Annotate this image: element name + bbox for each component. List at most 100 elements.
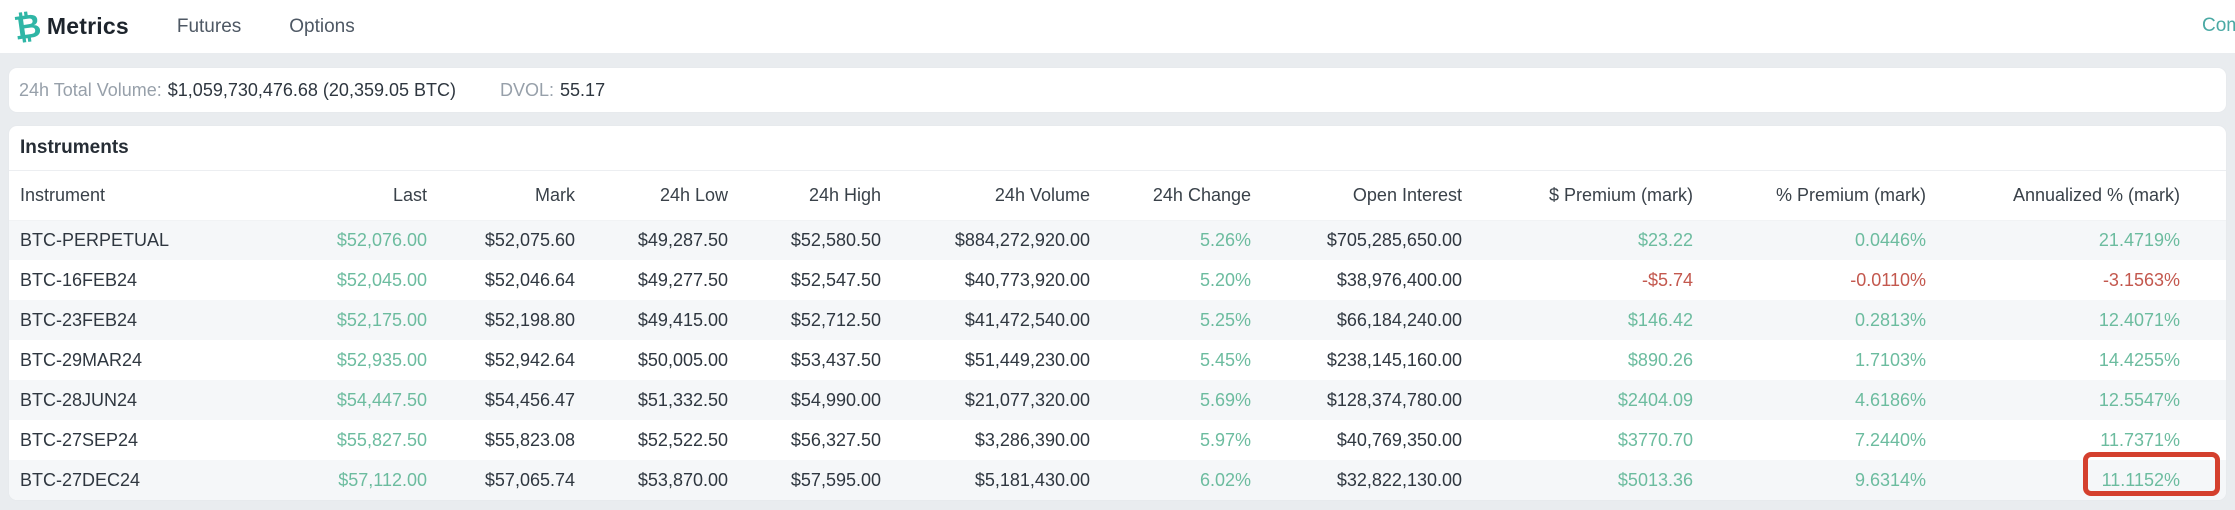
- cell-last: $55,827.50: [336, 429, 427, 450]
- cell-open-interest: $40,769,350.00: [1336, 429, 1462, 450]
- cell-premium-usd: $3770.70: [1617, 429, 1693, 450]
- column-header-volume: 24h Volume: [881, 171, 1090, 221]
- column-header-premium-pct: % Premium (mark): [1693, 171, 1926, 221]
- cell-instrument: BTC-28JUN24: [20, 389, 138, 410]
- cell-mark: $57,065.74: [484, 469, 575, 490]
- cell-premium-usd: $5013.36: [1617, 469, 1693, 490]
- column-header-change: 24h Change: [1090, 171, 1251, 221]
- cell-last: $52,935.00: [336, 349, 427, 370]
- table-row: BTC-29MAR24 $52,935.00 $52,942.64 $50,005.0…: [9, 340, 2226, 380]
- cell-open-interest: $38,976,400.00: [1336, 269, 1462, 290]
- cell-last: $54,447.50: [336, 389, 427, 410]
- cell-last: $57,112.00: [338, 469, 427, 490]
- cell-last: $52,045.00: [336, 269, 427, 290]
- nav-item-futures[interactable]: Futures: [176, 15, 242, 37]
- table-row: BTC-16FEB24 $52,045.00 $52,046.64 $49,277.5…: [9, 260, 2226, 300]
- cell-premium-pct: 0.2813%: [1854, 309, 1926, 330]
- cell-instrument: BTC-16FEB24: [20, 269, 138, 290]
- brand-logo[interactable]: ₿ Metrics: [11, 6, 129, 47]
- cell-premium-usd: $890.26: [1627, 349, 1693, 370]
- cell-change: 6.02%: [1199, 469, 1251, 490]
- brand-name: Metrics: [46, 13, 129, 39]
- cell-change: 5.97%: [1199, 429, 1251, 450]
- cell-low: $49,415.00: [637, 309, 728, 330]
- cell-change: 5.45%: [1199, 349, 1251, 370]
- cell-annualized-pct: 12.5547%: [2098, 389, 2180, 410]
- cell-high: $53,437.50: [790, 349, 881, 370]
- column-header-premium-usd: $ Premium (mark): [1462, 171, 1693, 221]
- cell-change: 5.26%: [1199, 229, 1251, 250]
- column-header-instrument: Instrument: [9, 171, 239, 221]
- column-header-low: 24h Low: [575, 171, 728, 221]
- cell-last: $52,175.00: [336, 309, 427, 330]
- table-row: BTC-27SEP24 $55,827.50 $55,823.08 $52,522.5…: [9, 420, 2226, 460]
- cell-premium-pct: 0.0446%: [1854, 229, 1926, 250]
- column-header-high: 24h High: [728, 171, 881, 221]
- cell-instrument: BTC-27SEP24: [20, 429, 139, 450]
- cell-low: $51,332.50: [637, 389, 728, 410]
- instruments-title-row: Instruments: [9, 126, 2226, 171]
- column-header-open-interest: Open Interest: [1251, 171, 1462, 221]
- cell-annualized-pct: 14.4255%: [2098, 349, 2180, 370]
- cell-premium-pct: 1.7103%: [1854, 349, 1926, 370]
- instruments-table: Instrument Last Mark 24h Low 24h High 24h Vol…: [9, 171, 2226, 500]
- bitcoin-icon: ₿: [11, 6, 44, 47]
- cell-premium-pct: 7.2440%: [1854, 429, 1926, 450]
- cell-mark: $52,075.60: [484, 229, 575, 250]
- cell-instrument: BTC-27DEC24: [20, 469, 141, 490]
- column-header-last: Last: [239, 171, 427, 221]
- cell-mark: $52,046.64: [484, 269, 575, 290]
- cell-mark: $52,198.80: [484, 309, 575, 330]
- stats-bar: 24h Total Volume: $1,059,730,476.68 (20,…: [8, 67, 2227, 113]
- cell-low: $52,522.50: [637, 429, 728, 450]
- cell-volume: $5,181,430.00: [974, 469, 1090, 490]
- column-header-mark: Mark: [427, 171, 575, 221]
- table-row: BTC-23FEB24 $52,175.00 $52,198.80 $49,415.0…: [9, 300, 2226, 340]
- cell-mark: $52,942.64: [484, 349, 575, 370]
- cell-high: $52,547.50: [790, 269, 881, 290]
- cell-change: 5.20%: [1199, 269, 1251, 290]
- cell-premium-usd: $2404.09: [1617, 389, 1693, 410]
- instruments-card: Instruments Instrument Last Mark 24h Low 24h…: [8, 125, 2227, 501]
- cell-high: $54,990.00: [790, 389, 881, 410]
- cell-open-interest: $32,822,130.00: [1336, 469, 1462, 490]
- cell-instrument: BTC-23FEB24: [20, 309, 138, 330]
- cell-volume: $41,472,540.00: [964, 309, 1090, 330]
- table-row: BTC-28JUN24 $54,447.50 $54,456.47 $51,332.5…: [9, 380, 2226, 420]
- cell-annualized-pct: -3.1563%: [2102, 269, 2180, 290]
- cell-volume: $884,272,920.00: [954, 229, 1090, 250]
- cell-volume: $51,449,230.00: [964, 349, 1090, 370]
- cell-open-interest: $66,184,240.00: [1336, 309, 1462, 330]
- cell-volume: $21,077,320.00: [964, 389, 1090, 410]
- table-row: BTC-PERPETUAL $52,076.00 $52,075.60 $49,287…: [9, 220, 2226, 260]
- nav-item-options[interactable]: Options: [289, 15, 355, 37]
- cell-premium-pct: 9.6314%: [1854, 469, 1926, 490]
- cell-instrument: BTC-PERPETUAL: [20, 229, 170, 250]
- cell-volume: $40,773,920.00: [964, 269, 1090, 290]
- cell-low: $53,870.00: [637, 469, 728, 490]
- cell-low: $49,287.50: [637, 229, 728, 250]
- cell-high: $57,595.00: [790, 469, 881, 490]
- cell-high: $52,712.50: [790, 309, 881, 330]
- cell-open-interest: $238,145,160.00: [1326, 349, 1462, 370]
- cell-annualized-pct: 11.7371%: [2100, 429, 2180, 450]
- cell-high: $52,580.50: [790, 229, 881, 250]
- cell-high: $56,327.50: [790, 429, 881, 450]
- cell-change: 5.25%: [1199, 309, 1251, 330]
- cell-open-interest: $705,285,650.00: [1326, 229, 1462, 250]
- cell-premium-usd: $146.42: [1627, 309, 1693, 330]
- cell-mark: $55,823.08: [484, 429, 575, 450]
- cell-premium-pct: -0.0110%: [1850, 269, 1926, 290]
- instruments-title: Instruments: [20, 137, 129, 158]
- cell-last: $52,076.00: [336, 229, 427, 250]
- cell-volume: $3,286,390.00: [974, 429, 1090, 450]
- cell-instrument: BTC-29MAR24: [20, 349, 143, 370]
- cell-low: $50,005.00: [637, 349, 728, 370]
- nav-right-link[interactable]: Com: [2202, 15, 2235, 36]
- top-nav: ₿ Metrics Futures Options Com: [0, 0, 2235, 53]
- cell-annualized-pct: 11.1152%: [2101, 469, 2180, 490]
- column-header-annualized-pct: Annualized % (mark): [1926, 171, 2226, 221]
- cell-premium-pct: 4.6186%: [1854, 389, 1926, 410]
- cell-premium-usd: -$5.74: [1641, 269, 1693, 290]
- cell-premium-usd: $23.22: [1637, 229, 1693, 250]
